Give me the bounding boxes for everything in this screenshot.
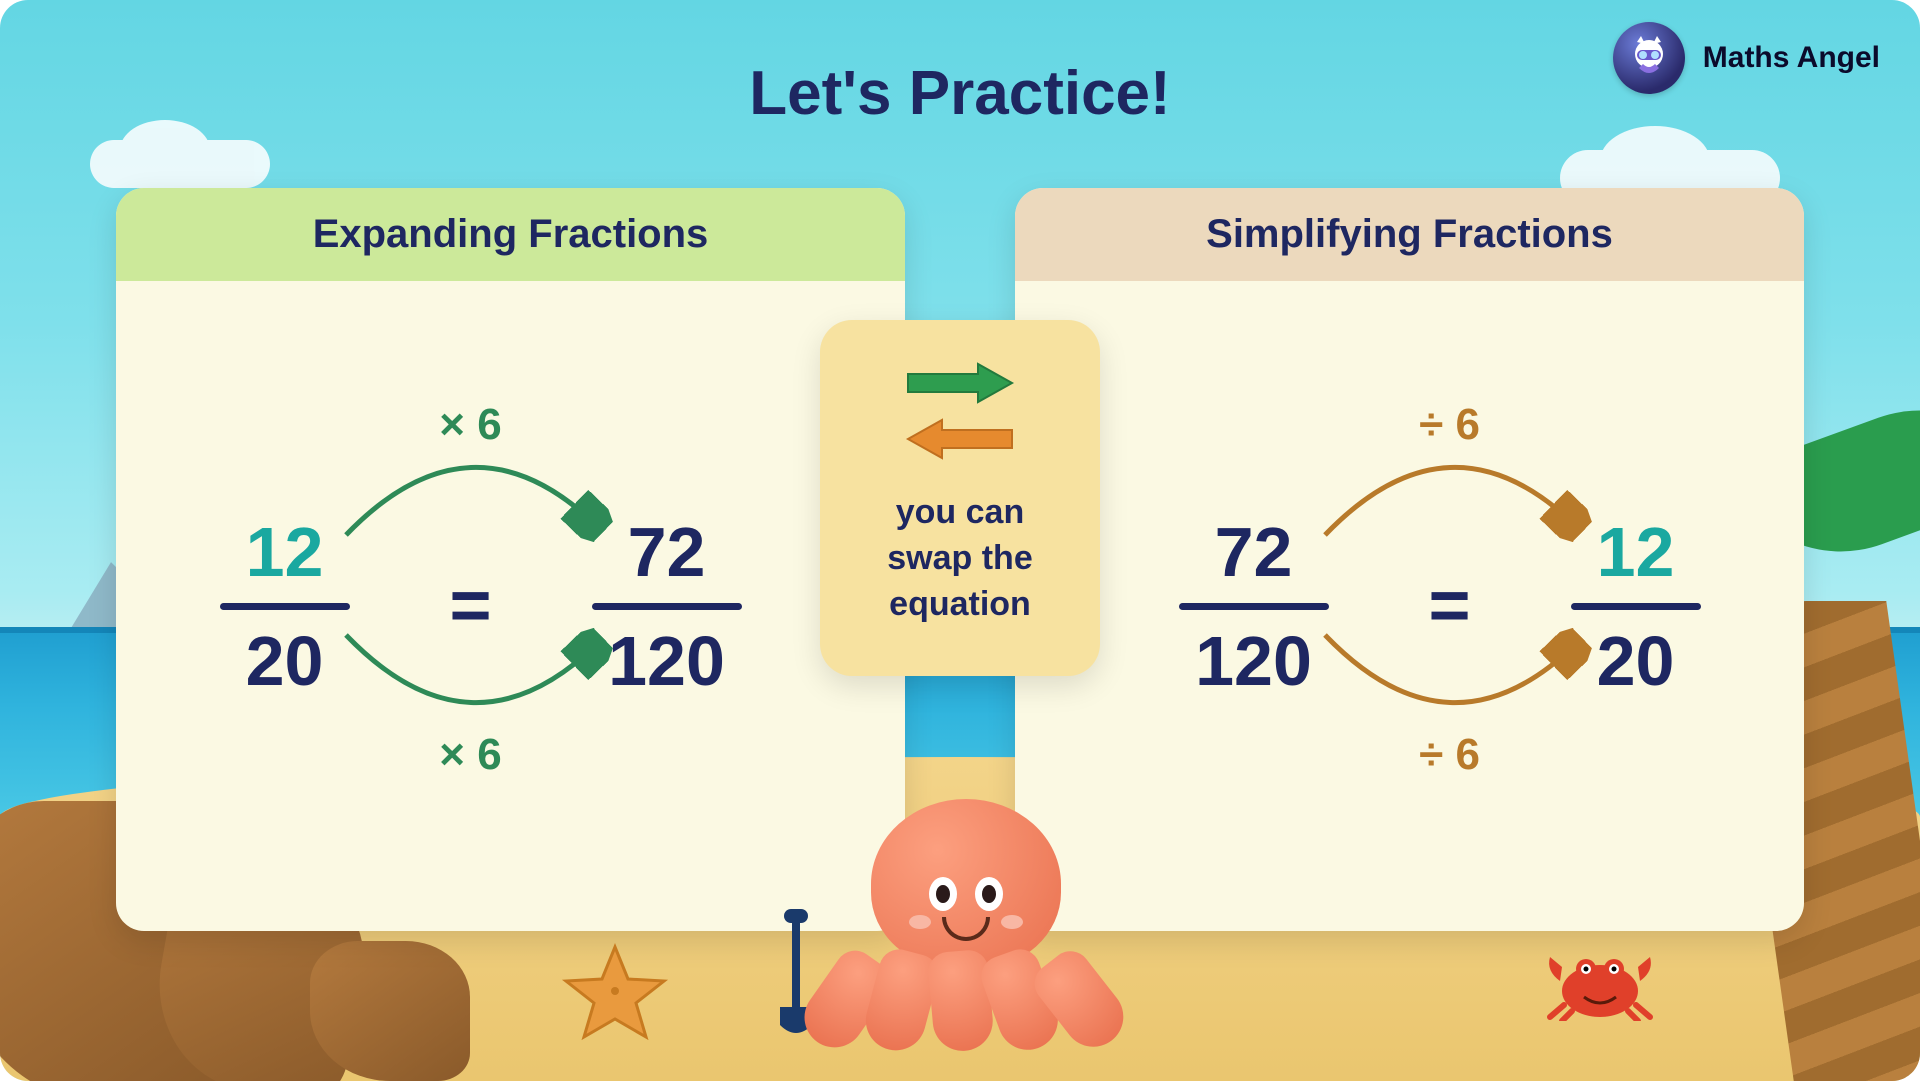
denominator: 120 [608, 626, 725, 696]
numerator: 72 [1215, 517, 1293, 587]
crab-icon [1540, 941, 1660, 1021]
swap-badge-text: you can swap the equation [848, 490, 1072, 628]
denominator: 20 [1597, 626, 1675, 696]
swap-line1: you can [896, 493, 1024, 531]
op-top-label: × 6 [439, 400, 501, 450]
arc-bottom-icon [1295, 625, 1605, 745]
fraction-bar [220, 603, 350, 610]
page-title: Let's Practice! [0, 58, 1920, 129]
octopus-mascot-icon [816, 799, 1116, 1041]
card-simplifying-body: 72 120 = ÷ 6 [1015, 281, 1804, 931]
card-simplifying: Simplifying Fractions 72 120 = [1015, 188, 1804, 931]
numerator: 12 [1597, 517, 1675, 587]
denominator: 20 [246, 626, 324, 696]
rock-decor [310, 941, 470, 1081]
arrow-right-icon [900, 360, 1020, 406]
card-expanding-body: 12 20 = × 6 [116, 281, 905, 931]
fraction-bar [592, 603, 742, 610]
card-expanding-header: Expanding Fractions [116, 188, 905, 281]
numerator: 72 [628, 517, 706, 587]
card-simplifying-header: Simplifying Fractions [1015, 188, 1804, 281]
fraction-bar [1179, 603, 1329, 610]
cloud-decor [90, 140, 270, 188]
op-bottom-label: ÷ 6 [1419, 730, 1480, 780]
fraction-bar [1571, 603, 1701, 610]
numerator: 12 [246, 517, 324, 587]
arrow-left-icon [900, 416, 1020, 462]
scene-root: Maths Angel Let's Practice! Expanding Fr… [0, 0, 1920, 1081]
card-expanding: Expanding Fractions 12 20 = [116, 188, 905, 931]
swap-line3: equation [889, 585, 1031, 623]
op-bottom-label: × 6 [439, 730, 501, 780]
swap-line2: swap the [887, 539, 1032, 577]
swap-badge: you can swap the equation [820, 320, 1100, 676]
starfish-icon [560, 941, 670, 1041]
op-top-label: ÷ 6 [1419, 400, 1480, 450]
arc-bottom-icon [316, 625, 626, 745]
